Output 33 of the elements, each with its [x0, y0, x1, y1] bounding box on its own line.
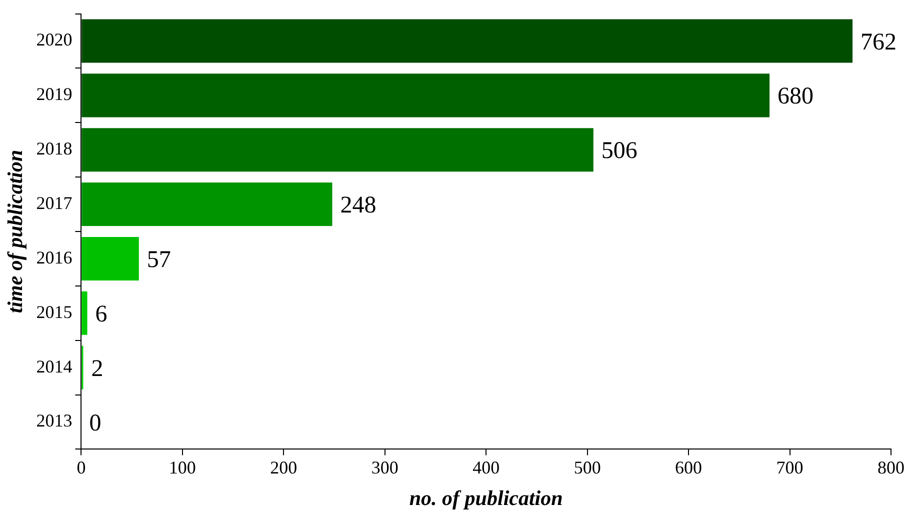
y-tick-label: 2015	[36, 302, 72, 322]
y-tick-label: 2014	[36, 356, 72, 376]
bar	[82, 291, 88, 335]
data-label: 506	[601, 138, 638, 164]
data-label: 680	[778, 84, 814, 110]
x-tick-label: 300	[371, 458, 398, 478]
y-tick-label: 2019	[36, 84, 72, 104]
y-tick-label: 2017	[36, 193, 72, 214]
data-label: 0	[89, 410, 102, 436]
x-tick-label: 200	[270, 458, 298, 478]
y-tick-label: 2016	[36, 247, 72, 268]
bar	[82, 19, 853, 63]
data-label: 2	[91, 356, 104, 382]
data-label: 6	[95, 301, 108, 328]
bar	[82, 236, 139, 280]
x-tick-label: 800	[878, 458, 904, 478]
x-tick-label: 600	[675, 458, 702, 478]
x-tick-label: 700	[776, 458, 804, 478]
bar	[82, 128, 594, 172]
data-label: 762	[860, 29, 897, 56]
x-axis-title: no. of publication	[409, 486, 563, 510]
bar	[82, 182, 332, 226]
y-tick-label: 2020	[36, 30, 72, 50]
data-label: 248	[340, 192, 376, 219]
data-label: 57	[146, 247, 171, 274]
x-tick-label: 0	[76, 458, 86, 478]
y-tick-label: 2018	[36, 138, 72, 159]
bar	[82, 74, 770, 118]
x-tick-label: 100	[168, 458, 196, 478]
y-axis-title: time of publication	[3, 150, 28, 314]
x-tick-label: 400	[472, 458, 500, 478]
x-tick-label: 500	[574, 458, 601, 478]
y-tick-label: 2013	[36, 410, 72, 431]
